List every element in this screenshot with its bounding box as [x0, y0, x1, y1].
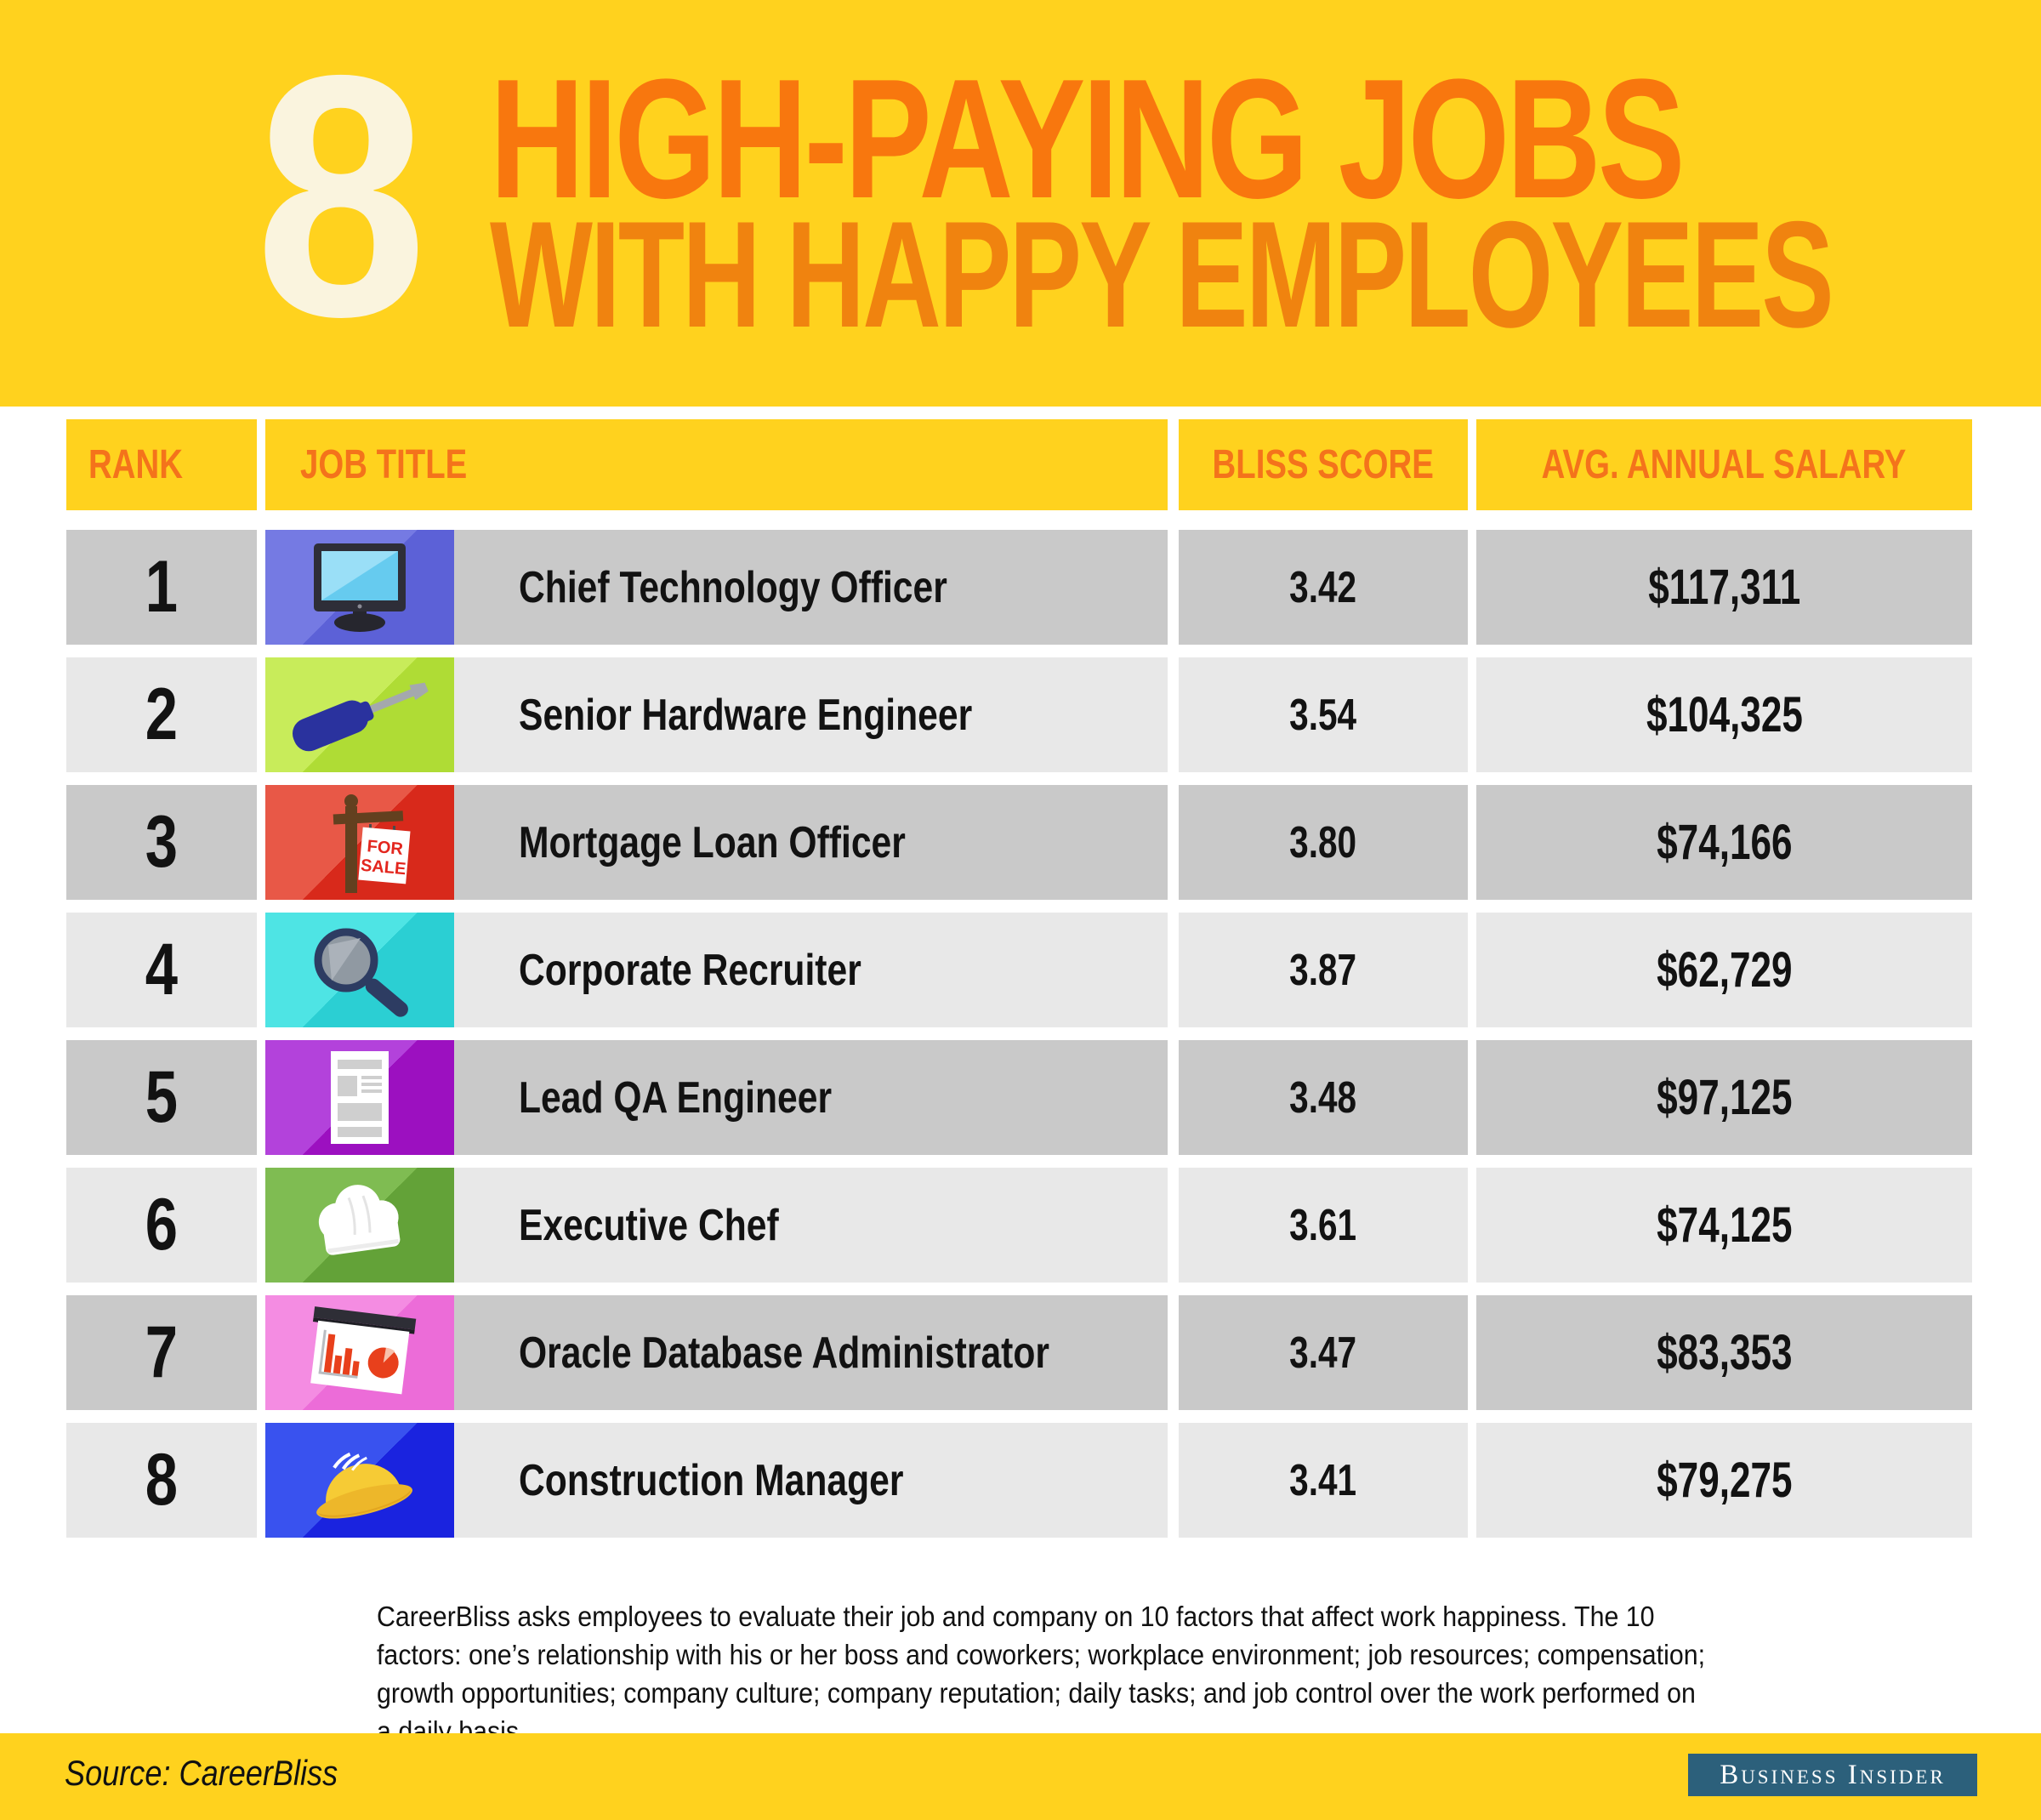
table-row: 1 Chief Technology Officer 3.42 $117,311 [66, 530, 1972, 645]
salary-cell: $97,125 [1476, 1040, 1972, 1155]
screwdriver-icon [265, 657, 454, 772]
column-header-rank: RANK [66, 419, 257, 510]
salary-cell: $74,166 [1476, 785, 1972, 900]
job-title: Mortgage Loan Officer [519, 817, 906, 867]
bliss-score-cell: 3.80 [1179, 785, 1468, 900]
table-row: 8 Construction Manager [66, 1423, 1972, 1538]
salary-cell: $117,311 [1476, 530, 1972, 645]
computer-monitor-icon [265, 530, 454, 645]
job-title: Lead QA Engineer [519, 1072, 833, 1123]
job-cell: Oracle Database Administrator [265, 1295, 1168, 1410]
job-cell: Lead QA Engineer [265, 1040, 1168, 1155]
job-title: Oracle Database Administrator [519, 1328, 1050, 1378]
page-title-line1: HIGH-PAYING JOBS [490, 44, 1686, 234]
table-row: 7 [66, 1295, 1972, 1410]
bliss-score-cell: 3.48 [1179, 1040, 1468, 1155]
salary-cell: $83,353 [1476, 1295, 1972, 1410]
salary-cell: $74,125 [1476, 1168, 1972, 1283]
job-title: Construction Manager [519, 1455, 904, 1505]
salary-cell: $62,729 [1476, 913, 1972, 1027]
job-cell: Corporate Recruiter [265, 913, 1168, 1027]
salary-cell: $79,275 [1476, 1423, 1972, 1538]
hard-hat-icon [265, 1423, 454, 1538]
job-title: Corporate Recruiter [519, 945, 861, 995]
job-cell: FOR SALE Mortgage Loan Officer [265, 785, 1168, 900]
rank-cell: 3 [66, 785, 257, 900]
salary-cell: $104,325 [1476, 657, 1972, 772]
header-band [0, 0, 2041, 407]
svg-text:FOR: FOR [367, 837, 405, 859]
rank-cell: 2 [66, 657, 257, 772]
column-header-salary: AVG. ANNUAL SALARY [1476, 419, 1972, 510]
bliss-score-cell: 3.42 [1179, 530, 1468, 645]
table-row: 5 [66, 1040, 1972, 1155]
table-row: 3 FOR SALE [66, 785, 1972, 900]
rank-cell: 1 [66, 530, 257, 645]
rank-cell: 8 [66, 1423, 257, 1538]
methodology-footnote: CareerBliss asks employees to evaluate t… [377, 1601, 1706, 1747]
business-insider-logo: Business Insider [1688, 1754, 1977, 1796]
magnifying-glass-icon [265, 913, 454, 1027]
presentation-chart-icon [265, 1295, 454, 1410]
bliss-score-cell: 3.41 [1179, 1423, 1468, 1538]
job-title: Chief Technology Officer [519, 562, 947, 612]
table-header-row: RANK JOB TITLE BLISS SCORE AVG. ANNUAL S… [66, 419, 1972, 510]
document-icon [265, 1040, 454, 1155]
table-row: 6 Executive Ch [66, 1168, 1972, 1283]
job-title: Executive Chef [519, 1200, 779, 1250]
bliss-score-cell: 3.54 [1179, 657, 1468, 772]
bliss-score-cell: 3.87 [1179, 913, 1468, 1027]
jobs-table: RANK JOB TITLE BLISS SCORE AVG. ANNUAL S… [66, 419, 1972, 1550]
job-cell: Senior Hardware Engineer [265, 657, 1168, 772]
rank-cell: 4 [66, 913, 257, 1027]
job-title: Senior Hardware Engineer [519, 690, 973, 740]
chef-hat-icon [265, 1168, 454, 1283]
job-cell: Executive Chef [265, 1168, 1168, 1283]
table-row: 2 Senior Hardware Engineer 3.54 $104,325 [66, 657, 1972, 772]
footer-band: Source: CareerBliss Business Insider [0, 1733, 2041, 1820]
column-header-job-title: JOB TITLE [265, 419, 1168, 510]
big-number-8: 8 [255, 3, 427, 388]
source-credit: Source: CareerBliss [65, 1753, 338, 1793]
job-cell: Construction Manager [265, 1423, 1168, 1538]
rank-cell: 5 [66, 1040, 257, 1155]
bliss-score-cell: 3.61 [1179, 1168, 1468, 1283]
bliss-score-cell: 3.47 [1179, 1295, 1468, 1410]
column-header-bliss-score: BLISS SCORE [1179, 419, 1468, 510]
for-sale-sign-icon: FOR SALE [265, 785, 454, 900]
rank-cell: 7 [66, 1295, 257, 1410]
rank-cell: 6 [66, 1168, 257, 1283]
svg-text:SALE: SALE [360, 856, 406, 879]
page-title-line2: WITH HAPPY EMPLOYEES [490, 190, 1834, 359]
table-row: 4 Corporate Recruiter 3.87 $62,729 [66, 913, 1972, 1027]
job-cell: Chief Technology Officer [265, 530, 1168, 645]
